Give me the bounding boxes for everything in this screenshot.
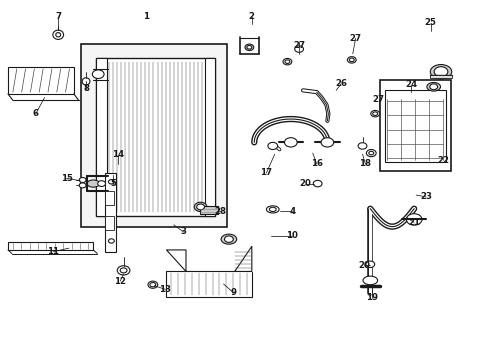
Text: 14: 14	[111, 150, 123, 159]
Text: 8: 8	[83, 84, 89, 93]
Text: 19: 19	[366, 293, 378, 302]
Ellipse shape	[426, 82, 440, 91]
Ellipse shape	[370, 111, 379, 117]
Ellipse shape	[92, 70, 104, 78]
Ellipse shape	[372, 112, 377, 116]
Bar	[429, 75, 451, 78]
Ellipse shape	[348, 58, 353, 62]
Bar	[105, 173, 116, 252]
Ellipse shape	[429, 84, 437, 90]
Ellipse shape	[283, 58, 291, 65]
Bar	[105, 216, 114, 230]
Ellipse shape	[294, 46, 303, 52]
Ellipse shape	[117, 266, 130, 275]
Ellipse shape	[244, 44, 253, 50]
Polygon shape	[234, 246, 251, 271]
Bar	[199, 206, 218, 214]
Text: 25: 25	[424, 18, 436, 27]
Bar	[379, 80, 450, 171]
Text: 6: 6	[33, 109, 39, 118]
Text: 12: 12	[114, 276, 126, 285]
Text: 5: 5	[110, 179, 116, 188]
Ellipse shape	[79, 183, 86, 188]
Ellipse shape	[406, 214, 421, 225]
Ellipse shape	[194, 202, 206, 212]
Ellipse shape	[433, 67, 447, 77]
Bar	[105, 191, 114, 205]
Ellipse shape	[429, 64, 451, 79]
Text: 24: 24	[405, 81, 416, 90]
Ellipse shape	[56, 33, 61, 37]
Text: 23: 23	[419, 192, 431, 201]
Ellipse shape	[53, 30, 63, 40]
Text: 7: 7	[55, 12, 61, 21]
Text: 20: 20	[299, 179, 311, 188]
Ellipse shape	[313, 180, 322, 187]
Ellipse shape	[284, 138, 297, 147]
Ellipse shape	[79, 177, 86, 183]
Ellipse shape	[221, 234, 236, 244]
Ellipse shape	[224, 236, 233, 242]
Ellipse shape	[267, 142, 277, 149]
Ellipse shape	[357, 143, 366, 149]
Text: 11: 11	[47, 247, 59, 256]
Ellipse shape	[365, 261, 374, 267]
Text: 15: 15	[61, 174, 72, 183]
Ellipse shape	[148, 281, 158, 288]
Text: 17: 17	[260, 168, 272, 177]
Ellipse shape	[346, 57, 355, 63]
Text: 27: 27	[292, 41, 305, 50]
Ellipse shape	[285, 60, 289, 63]
Bar	[8, 67, 74, 94]
Bar	[166, 271, 251, 297]
Text: 18: 18	[359, 159, 371, 168]
Ellipse shape	[108, 239, 114, 243]
Ellipse shape	[120, 268, 127, 273]
Ellipse shape	[362, 276, 377, 285]
Ellipse shape	[269, 207, 276, 212]
Bar	[96, 58, 215, 216]
Ellipse shape	[266, 206, 279, 213]
Ellipse shape	[150, 283, 156, 287]
Text: 28: 28	[214, 207, 225, 216]
Ellipse shape	[87, 180, 100, 187]
Text: 9: 9	[230, 288, 236, 297]
Text: 1: 1	[142, 12, 149, 21]
Text: 21: 21	[407, 218, 419, 227]
Text: 27: 27	[349, 34, 361, 43]
Ellipse shape	[196, 204, 204, 210]
Bar	[384, 90, 445, 162]
Text: 10: 10	[286, 231, 298, 240]
Text: 20: 20	[357, 261, 369, 270]
Text: 26: 26	[334, 80, 346, 89]
Ellipse shape	[246, 45, 251, 49]
Text: 22: 22	[437, 156, 448, 165]
Polygon shape	[166, 250, 185, 271]
Text: 3: 3	[180, 228, 186, 237]
Bar	[96, 58, 106, 216]
Ellipse shape	[108, 180, 114, 184]
Bar	[204, 58, 215, 216]
Bar	[8, 242, 93, 250]
Bar	[81, 44, 227, 226]
Text: 2: 2	[248, 12, 254, 21]
Ellipse shape	[82, 78, 90, 85]
Text: 27: 27	[372, 95, 384, 104]
Ellipse shape	[368, 151, 373, 155]
Text: 13: 13	[159, 285, 171, 294]
Ellipse shape	[98, 181, 105, 186]
Text: 4: 4	[288, 207, 295, 216]
Text: 16: 16	[310, 159, 322, 168]
Ellipse shape	[366, 149, 375, 157]
Ellipse shape	[321, 138, 333, 147]
